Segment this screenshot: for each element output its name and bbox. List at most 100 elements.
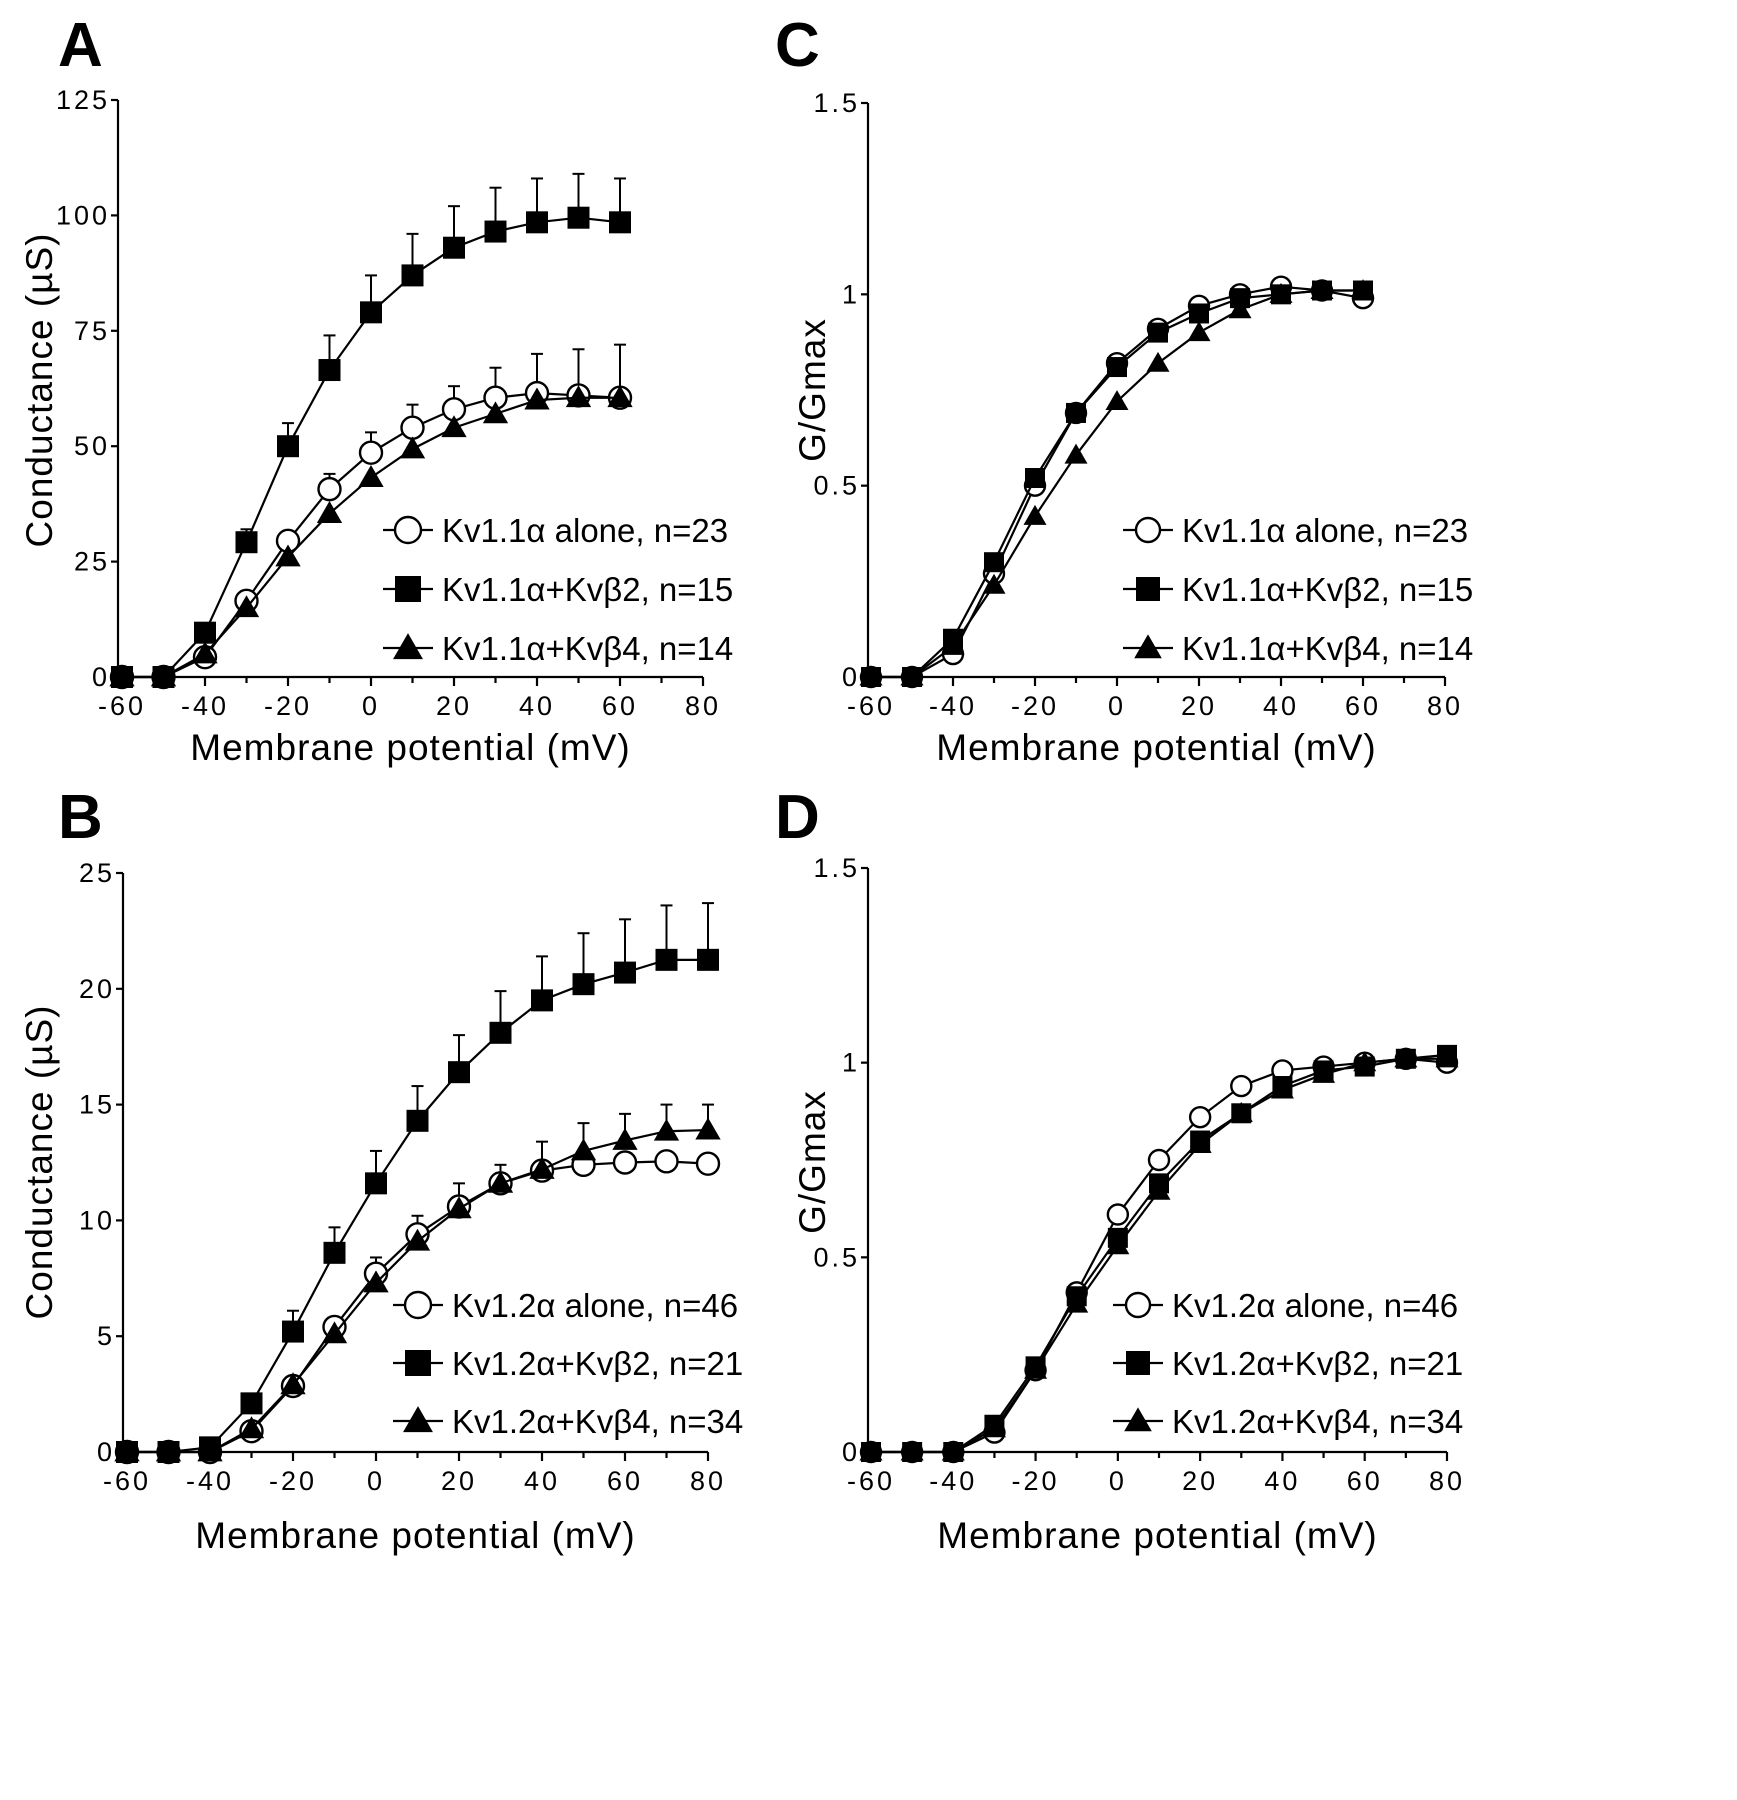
legend-label: Kv1.2α alone, n=46 bbox=[1172, 1287, 1458, 1324]
x-tick-label: 20 bbox=[436, 691, 472, 721]
data-point bbox=[695, 1117, 721, 1140]
data-point bbox=[570, 1138, 597, 1161]
data-point bbox=[697, 948, 719, 971]
data-point bbox=[194, 621, 216, 644]
x-tick-label: -60 bbox=[103, 1466, 151, 1496]
legend-entry: Kv1.1α alone, n=23 bbox=[1123, 512, 1468, 549]
data-point bbox=[482, 401, 509, 424]
data-point bbox=[612, 1150, 638, 1175]
data-point bbox=[859, 1440, 883, 1461]
y-tick-label: 0 bbox=[97, 1437, 115, 1467]
y-tick-label: 0 bbox=[842, 662, 860, 692]
data-point bbox=[406, 1109, 429, 1132]
series-filled-square bbox=[116, 902, 719, 1463]
x-tick-label: -60 bbox=[847, 1466, 895, 1496]
y-tick-label: 75 bbox=[74, 316, 110, 346]
data-point bbox=[1435, 1047, 1459, 1068]
y-tick-label: 25 bbox=[74, 547, 110, 577]
x-tick-label: 0 bbox=[362, 691, 380, 721]
data-point bbox=[526, 211, 548, 234]
data-point bbox=[235, 531, 258, 554]
data-point bbox=[565, 385, 592, 408]
data-point bbox=[1147, 1148, 1171, 1172]
y-axis-title: G/Gmax bbox=[792, 1090, 833, 1234]
x-tick-label: 20 bbox=[1182, 1466, 1218, 1496]
data-point bbox=[360, 301, 382, 324]
legend-label: Kv1.1α alone, n=23 bbox=[1182, 512, 1468, 549]
data-point bbox=[109, 664, 135, 687]
legend-marker-open-circle bbox=[1134, 516, 1162, 544]
x-tick-label: -60 bbox=[98, 691, 146, 721]
y-tick-label: 25 bbox=[79, 858, 115, 888]
data-point bbox=[1229, 1101, 1253, 1122]
data-point bbox=[321, 1321, 348, 1344]
data-point bbox=[612, 1127, 638, 1150]
data-point bbox=[1351, 279, 1375, 300]
y-tick-label: 0 bbox=[842, 1437, 860, 1467]
data-point bbox=[609, 211, 631, 234]
y-tick-label: 1 bbox=[842, 1048, 860, 1078]
data-point bbox=[607, 385, 633, 408]
x-tick-label: 20 bbox=[1181, 691, 1217, 721]
data-point bbox=[192, 641, 218, 664]
data-point bbox=[404, 1228, 431, 1251]
x-tick-label: 40 bbox=[519, 691, 555, 721]
series-line bbox=[871, 285, 1364, 679]
x-tick-label: 60 bbox=[607, 1466, 643, 1496]
x-tick-label: 20 bbox=[441, 1466, 477, 1496]
data-point bbox=[1147, 1179, 1171, 1200]
legend-entry: Kv1.2α alone, n=46 bbox=[1113, 1287, 1458, 1324]
x-tick-label: -60 bbox=[847, 691, 895, 721]
legend-label: Kv1.1α alone, n=23 bbox=[442, 512, 728, 549]
y-tick-label: 15 bbox=[79, 1090, 115, 1120]
y-axis-title: Conductance (µS) bbox=[19, 233, 60, 548]
legend-entry: Kv1.1α+Kvβ2, n=15 bbox=[1123, 571, 1473, 608]
data-point bbox=[1230, 1074, 1253, 1098]
data-point bbox=[1230, 288, 1250, 309]
y-tick-label: 5 bbox=[97, 1321, 115, 1351]
data-point bbox=[316, 501, 343, 523]
panel-label-c: C bbox=[775, 11, 820, 80]
y-tick-label: 100 bbox=[56, 200, 110, 230]
series-line bbox=[871, 1057, 1447, 1454]
data-point bbox=[859, 665, 883, 686]
x-tick-label: 80 bbox=[685, 691, 721, 721]
y-tick-label: 10 bbox=[79, 1205, 115, 1235]
series-line bbox=[871, 1057, 1448, 1454]
x-tick-label: -40 bbox=[181, 691, 229, 721]
x-tick-label: -20 bbox=[1012, 1466, 1060, 1496]
panel-a-chart: -60 -40 -20 0 20 40 60 80 0 25 50 75 100 125 Membrane … bbox=[19, 85, 733, 768]
data-point bbox=[155, 1439, 182, 1462]
x-tick-label: 80 bbox=[1429, 1466, 1465, 1496]
data-point bbox=[238, 1416, 265, 1439]
data-point bbox=[529, 1156, 555, 1179]
y-tick-label: 1 bbox=[842, 279, 860, 309]
data-point bbox=[900, 665, 924, 686]
series-filled-triangle bbox=[109, 385, 633, 687]
data-point bbox=[1066, 402, 1086, 423]
legend-label: Kv1.2α+Kvβ4, n=34 bbox=[1172, 1403, 1463, 1440]
data-point bbox=[448, 1061, 470, 1084]
series-filled-triangle bbox=[859, 1047, 1459, 1461]
data-point bbox=[1064, 443, 1088, 464]
legend-label: Kv1.1α+Kvβ2, n=15 bbox=[442, 571, 733, 608]
series-open-circle bbox=[859, 275, 1375, 689]
x-tick-label: 80 bbox=[1427, 691, 1463, 721]
legend-label: Kv1.2α+Kvβ2, n=21 bbox=[1172, 1345, 1463, 1382]
legend-label: Kv1.1α+Kvβ2, n=15 bbox=[1182, 571, 1473, 608]
data-point bbox=[531, 989, 553, 1012]
data-point bbox=[1187, 321, 1211, 342]
data-point bbox=[277, 435, 299, 458]
series-filled-square bbox=[861, 280, 1373, 687]
x-tick-label: -40 bbox=[929, 1466, 977, 1496]
legend-marker-filled-square bbox=[1136, 577, 1160, 601]
series-filled-square bbox=[861, 1044, 1457, 1462]
legend-marker-open-circle bbox=[1124, 1291, 1152, 1319]
data-point bbox=[524, 387, 550, 410]
legend-label: Kv1.1α+Kvβ4, n=14 bbox=[442, 630, 733, 667]
series-line bbox=[871, 289, 1363, 679]
data-point bbox=[1106, 1203, 1130, 1226]
data-point bbox=[365, 1172, 387, 1195]
data-point bbox=[1269, 282, 1293, 303]
legend-marker-filled-square bbox=[405, 1350, 431, 1376]
